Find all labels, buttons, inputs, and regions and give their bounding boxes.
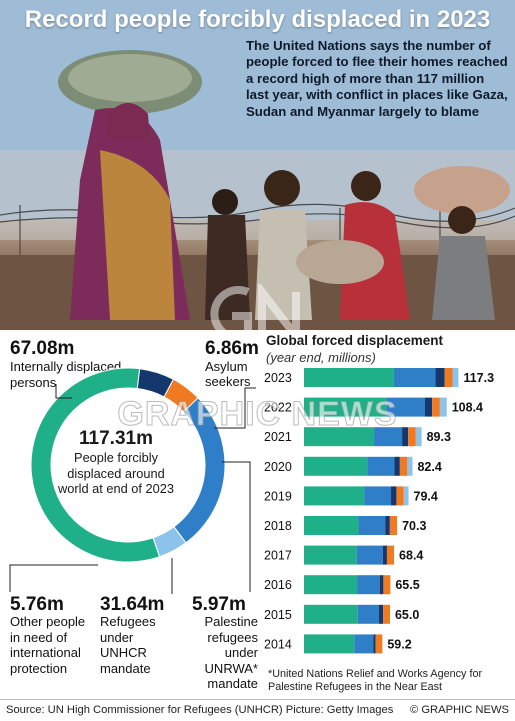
- leader-palestine: [222, 461, 251, 592]
- bar-segment-refugees_unhcr: [358, 516, 386, 535]
- bar-total-label: 59.2: [387, 637, 411, 651]
- bar-segment-palestine: [383, 575, 391, 595]
- bar-segment-other: [415, 427, 422, 447]
- bar-segment-palestine: [386, 545, 395, 565]
- header-photo: Record people forcibly displaced in 2023…: [0, 0, 515, 330]
- palestine-label: Palestine refugees under UNRWA* mandate: [204, 614, 258, 691]
- bar-segment-palestine: [396, 486, 404, 506]
- bar-segment-palestine: [389, 516, 398, 535]
- bar-total-label: 82.4: [417, 460, 441, 474]
- bar-segment-refugees_unhcr: [354, 634, 374, 654]
- bar-segment-palestine: [444, 368, 453, 387]
- bar-segment-palestine: [408, 427, 416, 447]
- donut-chart: [9, 367, 256, 594]
- bar-total-label: 89.3: [427, 430, 451, 444]
- donut-arcs: [30, 367, 226, 563]
- bar-year-label: 2023: [264, 371, 292, 385]
- photo-illustration: [0, 0, 515, 330]
- bar-segment-other: [407, 456, 413, 476]
- bar-segment-idp: [304, 427, 375, 447]
- bar-segment-asylum: [385, 516, 390, 535]
- other-value: 5.76m: [10, 594, 64, 615]
- bar-segment-refugees_unhcr: [357, 604, 379, 624]
- bar-segment-asylum: [373, 634, 376, 654]
- bar-segment-refugees_unhcr: [356, 545, 383, 565]
- bar-total-label: 70.3: [402, 519, 426, 533]
- bar-year-label: 2015: [264, 608, 292, 622]
- bar-year-label: 2017: [264, 549, 292, 563]
- bar-segment-asylum: [382, 545, 387, 565]
- donut-total-value: 117.31m: [79, 428, 153, 449]
- bar-segment-idp: [304, 545, 357, 565]
- asylum-label: Asylum seekers: [205, 359, 251, 389]
- bar-total-label: 117.3: [463, 371, 494, 385]
- bar-segment-other: [439, 397, 447, 417]
- donut-segment-refugees_unhcr: [173, 397, 226, 544]
- bar-segment-refugees_unhcr: [357, 575, 380, 595]
- bar-segment-idp: [304, 575, 358, 595]
- bar-segment-asylum: [402, 427, 409, 447]
- bar-segment-asylum: [391, 486, 397, 506]
- footer: Source: UN High Commissioner for Refugee…: [0, 699, 515, 721]
- refugees-label: Refugees under UNHCR mandate: [100, 614, 156, 676]
- bar-segment-idp: [304, 456, 368, 476]
- bar-year-label: 2020: [264, 460, 292, 474]
- bar-segment-refugees_unhcr: [364, 486, 392, 506]
- leader-idp: [55, 384, 72, 399]
- donut-total-caption: People forcibly displaced around world a…: [58, 450, 174, 497]
- bar-segment-asylum: [394, 456, 400, 476]
- intro-text: The United Nations says the number of pe…: [246, 38, 508, 119]
- bar-segment-refugees_unhcr: [393, 368, 436, 387]
- footer-brand: © GRAPHIC NEWS: [410, 704, 509, 716]
- footnote: *United Nations Relief and Works Agency …: [268, 668, 483, 693]
- bar-segment-asylum: [378, 604, 384, 624]
- donut-center: 117.31m People forcibly displaced around…: [56, 428, 176, 497]
- bar-segment-other: [452, 368, 459, 387]
- palestine-value: 5.97m: [192, 594, 246, 615]
- bar-total-label: 79.4: [414, 489, 438, 503]
- bar-segment-refugees_unhcr: [386, 397, 426, 417]
- footer-source: Source: UN High Commissioner for Refugee…: [6, 704, 394, 716]
- bar-year-label: 2016: [264, 578, 292, 592]
- bar-segment-idp: [304, 368, 394, 387]
- graphic-news-logo-watermark: [210, 284, 300, 344]
- asylum-value: 6.86m: [205, 338, 259, 359]
- bar-segment-palestine: [383, 604, 390, 624]
- bar-segment-other: [403, 486, 409, 506]
- bar-total-label: 108.4: [452, 401, 483, 415]
- bar-segment-idp: [304, 397, 387, 417]
- bar-year-label: 2021: [264, 430, 292, 444]
- bar-total-label: 68.4: [399, 549, 423, 563]
- idp-value: 67.08m: [10, 338, 75, 359]
- bar-segment-asylum: [425, 397, 433, 417]
- bar-segment-palestine: [432, 397, 440, 417]
- chart-title: Global forced displacement: [266, 333, 444, 348]
- bar-segment-idp: [304, 486, 365, 506]
- leader-asylum: [214, 387, 256, 429]
- bar-year-label: 2018: [264, 519, 292, 533]
- bar-chart-bars: 2023 117.3 2022 108.4 2021 89.3 2020 82.4 2019 79…: [264, 368, 494, 654]
- leader-other: [9, 564, 98, 592]
- headline: Record people forcibly displaced in 2023: [24, 6, 491, 33]
- bar-segment-refugees_unhcr: [374, 427, 403, 447]
- bar-total-label: 65.0: [395, 608, 419, 622]
- bar-segment-idp: [304, 634, 355, 654]
- bar-segment-asylum: [435, 368, 445, 387]
- other-label: Other people in need of international pr…: [10, 614, 86, 676]
- refugees-value: 31.64m: [100, 594, 165, 615]
- chart-subtitle: (year end, millions): [266, 350, 376, 365]
- bar-chart: 2023 117.3 2022 108.4 2021 89.3 2020 82.4 2019 79…: [264, 368, 494, 654]
- bar-year-label: 2014: [264, 637, 292, 651]
- bar-segment-idp: [304, 604, 358, 624]
- bar-segment-idp: [304, 516, 359, 535]
- donut-segment-idp: [30, 367, 161, 563]
- bar-year-label: 2022: [264, 401, 292, 415]
- bar-total-label: 65.5: [395, 578, 419, 592]
- bar-segment-palestine: [375, 634, 383, 654]
- bar-segment-refugees_unhcr: [367, 456, 395, 476]
- bar-segment-palestine: [399, 456, 408, 476]
- bar-segment-asylum: [379, 575, 384, 595]
- bar-year-label: 2019: [264, 489, 292, 503]
- idp-label: Internally displaced persons: [10, 359, 122, 390]
